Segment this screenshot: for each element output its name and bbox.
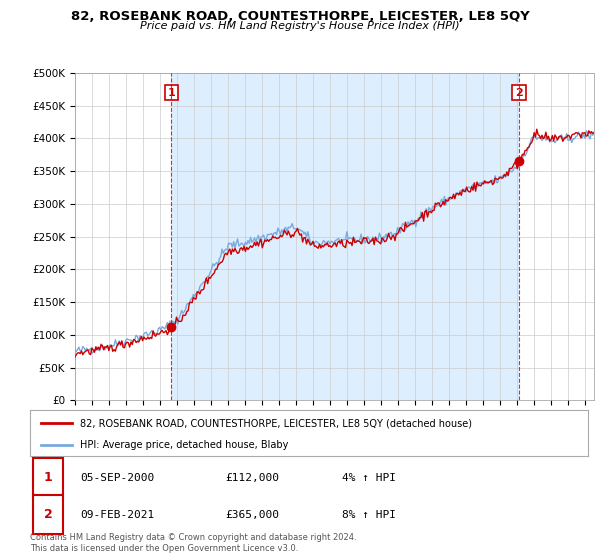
Text: £365,000: £365,000 [226, 510, 279, 520]
Text: 82, ROSEBANK ROAD, COUNTESTHORPE, LEICESTER, LE8 5QY: 82, ROSEBANK ROAD, COUNTESTHORPE, LEICES… [71, 10, 529, 23]
Text: 1: 1 [167, 87, 175, 97]
Text: £112,000: £112,000 [226, 473, 279, 483]
Text: 09-FEB-2021: 09-FEB-2021 [80, 510, 154, 520]
Text: Contains HM Land Registry data © Crown copyright and database right 2024.
This d: Contains HM Land Registry data © Crown c… [30, 533, 356, 553]
Text: 1: 1 [44, 471, 53, 484]
Bar [172, 73, 519, 400]
Text: 2: 2 [515, 87, 523, 97]
FancyBboxPatch shape [33, 495, 64, 534]
Text: HPI: Average price, detached house, Blaby: HPI: Average price, detached house, Blab… [80, 440, 289, 450]
FancyBboxPatch shape [33, 458, 64, 497]
Text: 05-SEP-2000: 05-SEP-2000 [80, 473, 154, 483]
Text: Price paid vs. HM Land Registry's House Price Index (HPI): Price paid vs. HM Land Registry's House … [140, 21, 460, 31]
Text: 2: 2 [44, 508, 53, 521]
Text: 82, ROSEBANK ROAD, COUNTESTHORPE, LEICESTER, LE8 5QY (detached house): 82, ROSEBANK ROAD, COUNTESTHORPE, LEICES… [80, 418, 472, 428]
Text: 4% ↑ HPI: 4% ↑ HPI [343, 473, 397, 483]
Text: 8% ↑ HPI: 8% ↑ HPI [343, 510, 397, 520]
